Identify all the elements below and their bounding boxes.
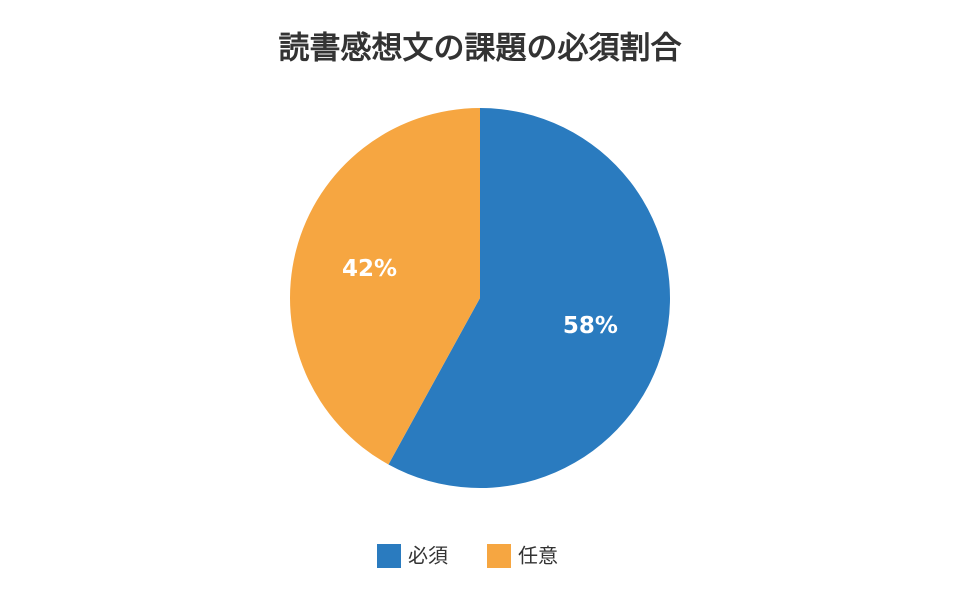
pie-slice <box>289 108 480 465</box>
legend-label: 任意 <box>518 544 558 568</box>
legend-swatch <box>487 544 511 568</box>
data-label: 58% <box>563 313 618 339</box>
legend-swatch <box>377 544 401 568</box>
chart-title: 読書感想文の課題の必須割合 <box>279 31 683 67</box>
data-label: 42% <box>342 256 397 282</box>
pie-slice <box>388 108 670 488</box>
legend-label: 必須 <box>408 544 448 568</box>
